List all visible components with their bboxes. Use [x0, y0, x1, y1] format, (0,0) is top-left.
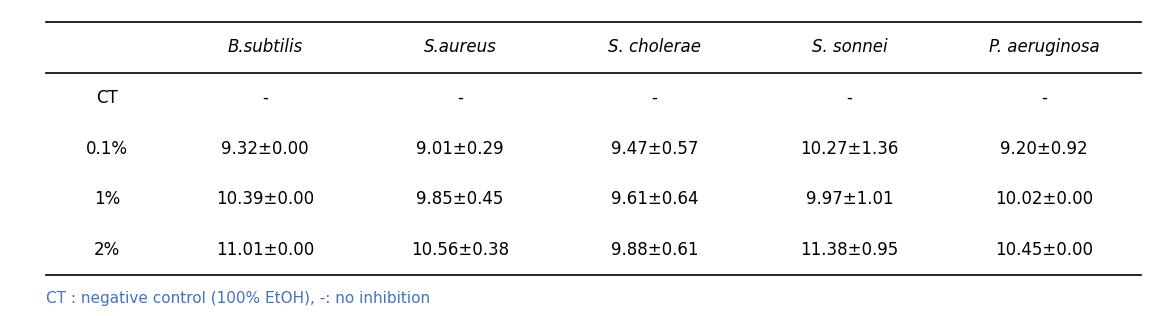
Text: 1%: 1%: [93, 190, 120, 208]
Text: S.aureus: S.aureus: [423, 39, 496, 56]
Text: 9.61±0.64: 9.61±0.64: [611, 190, 699, 208]
Text: 11.38±0.95: 11.38±0.95: [800, 241, 898, 258]
Text: 10.39±0.00: 10.39±0.00: [216, 190, 315, 208]
Text: 9.32±0.00: 9.32±0.00: [221, 140, 309, 157]
Text: CT: CT: [96, 89, 118, 107]
Text: -: -: [1041, 89, 1047, 107]
Text: 9.01±0.29: 9.01±0.29: [416, 140, 504, 157]
Text: 9.47±0.57: 9.47±0.57: [611, 140, 699, 157]
Text: -: -: [262, 89, 269, 107]
Text: S. sonnei: S. sonnei: [812, 39, 887, 56]
Text: CT : negative control (100% EtOH), -: no inhibition: CT : negative control (100% EtOH), -: no…: [46, 291, 430, 306]
Text: 0.1%: 0.1%: [86, 140, 128, 157]
Text: 9.20±0.92: 9.20±0.92: [1001, 140, 1088, 157]
Text: -: -: [846, 89, 852, 107]
Text: 10.56±0.38: 10.56±0.38: [410, 241, 508, 258]
Text: 10.02±0.00: 10.02±0.00: [995, 190, 1093, 208]
Text: S. cholerae: S. cholerae: [608, 39, 701, 56]
Text: P. aeruginosa: P. aeruginosa: [989, 39, 1100, 56]
Text: 10.27±1.36: 10.27±1.36: [800, 140, 898, 157]
Text: 9.88±0.61: 9.88±0.61: [611, 241, 699, 258]
Text: B.subtilis: B.subtilis: [227, 39, 303, 56]
Text: -: -: [651, 89, 657, 107]
Text: 9.85±0.45: 9.85±0.45: [416, 190, 504, 208]
Text: 9.97±1.01: 9.97±1.01: [806, 190, 894, 208]
Text: 2%: 2%: [93, 241, 120, 258]
Text: -: -: [457, 89, 462, 107]
Text: 10.45±0.00: 10.45±0.00: [995, 241, 1093, 258]
Text: 11.01±0.00: 11.01±0.00: [216, 241, 315, 258]
